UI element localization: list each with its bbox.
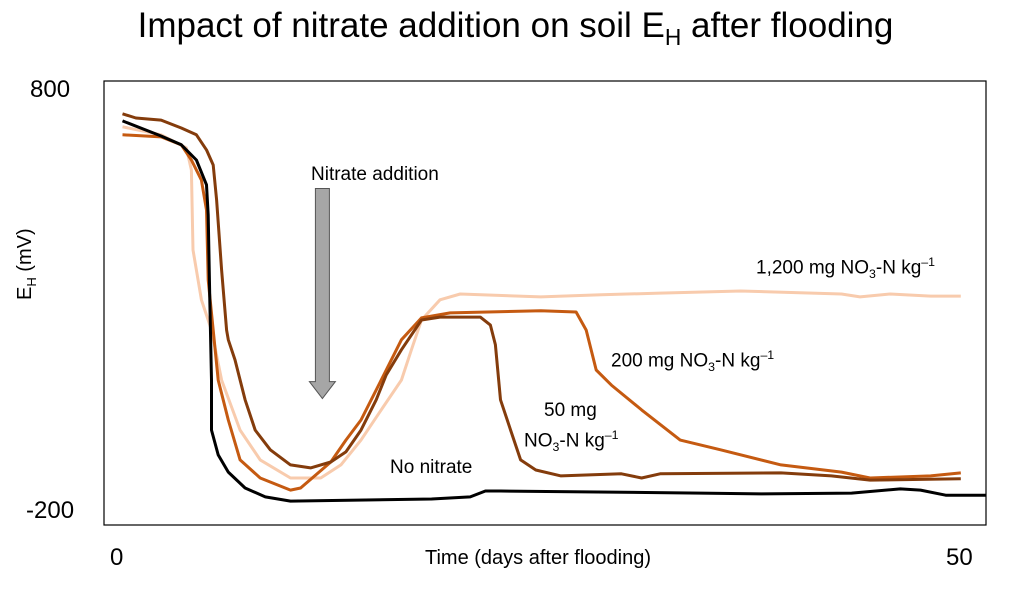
no-nitrate-label: No nitrate xyxy=(390,457,473,478)
label-50mg-line1: 50 mg xyxy=(544,400,597,421)
y-tick-label-minus200: -200 xyxy=(26,497,75,524)
y-tick-label-800: 800 xyxy=(30,76,71,103)
y-axis-label: EH (mV) xyxy=(14,228,39,300)
label-1200mg: 1,200 mg NO3-N kg–1 xyxy=(756,255,936,282)
nitrate-addition-label: Nitrate addition xyxy=(311,164,439,185)
series-line-1-200-mg-no3-n-kg-1 xyxy=(122,125,961,480)
nitrate-arrow xyxy=(308,188,337,400)
series-line-no-nitrate xyxy=(121,119,986,503)
chart-title: Impact of nitrate addition on soil EH af… xyxy=(137,6,894,50)
series-line-50-mg-no3-n-kg-1 xyxy=(122,112,961,482)
label-50mg-line2: NO3-N kg–1 xyxy=(524,428,619,455)
down-arrow-icon xyxy=(308,188,337,400)
series-layer xyxy=(121,112,986,503)
x-tick-label-0: 0 xyxy=(110,544,124,571)
plot-frame xyxy=(103,80,987,526)
x-axis-label: Time (days after flooding) xyxy=(425,547,652,569)
label-200mg: 200 mg NO3-N kg–1 xyxy=(611,348,775,375)
x-tick-label-50: 50 xyxy=(946,544,973,571)
